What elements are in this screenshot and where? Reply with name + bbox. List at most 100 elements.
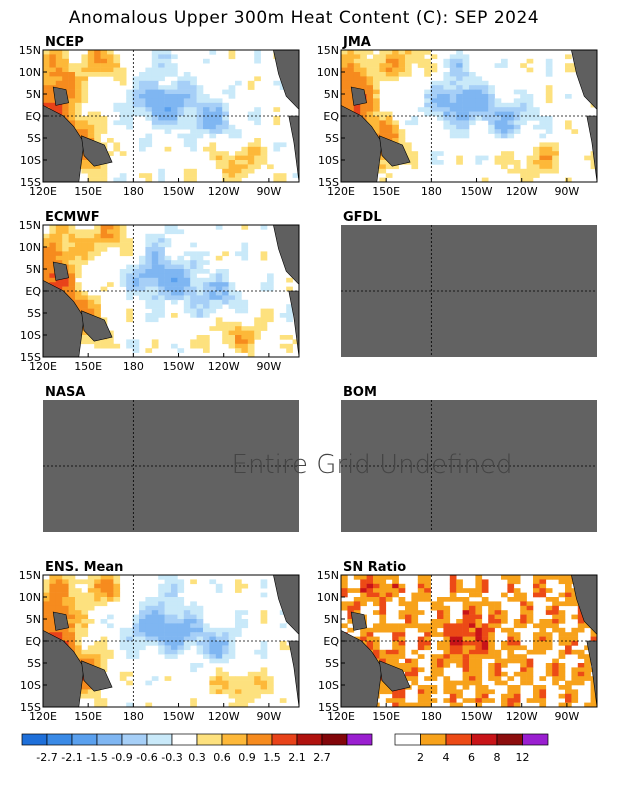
- field-cell: [552, 614, 559, 620]
- field-cell: [539, 636, 547, 642]
- field-cell: [164, 277, 172, 283]
- field-cell: [183, 120, 191, 126]
- field-cell: [437, 151, 444, 156]
- x-tick-label: 150E: [74, 710, 102, 723]
- field-cell: [366, 63, 374, 68]
- field-cell: [100, 286, 108, 292]
- field-cell: [171, 614, 178, 620]
- field-cell: [430, 63, 438, 68]
- field-cell: [119, 102, 127, 108]
- colorbar-swatch: [171, 733, 198, 746]
- field-cell: [437, 610, 444, 615]
- field-cell: [75, 63, 82, 68]
- field-cell: [475, 601, 483, 607]
- field-cell: [526, 601, 534, 607]
- field-cell: [462, 680, 470, 686]
- field-cell: [126, 645, 133, 651]
- field-cell: [565, 641, 572, 646]
- field-cell: [417, 702, 425, 708]
- field-cell: [68, 601, 76, 607]
- field-cell: [222, 676, 229, 681]
- field-cell: [513, 685, 521, 690]
- field-cell: [247, 151, 255, 156]
- field-cell: [158, 299, 165, 305]
- field-cell: [126, 636, 133, 642]
- field-cell: [126, 286, 133, 292]
- field-cell: [494, 120, 502, 126]
- field-cell: [494, 102, 502, 108]
- field-cell: [254, 58, 261, 64]
- field-cell: [151, 102, 159, 108]
- y-tick-label: 15S: [318, 176, 339, 189]
- field-cell: [462, 649, 470, 655]
- snr-colorbar-label: 4: [443, 751, 450, 764]
- field-cell: [469, 667, 476, 673]
- field-cell: [392, 67, 399, 73]
- field-cell: [449, 85, 457, 90]
- field-cell: [437, 605, 444, 611]
- field-cell: [494, 601, 502, 607]
- field-cell: [94, 693, 101, 699]
- field-cell: [417, 636, 425, 642]
- field-cell: [222, 160, 229, 165]
- field-cell: [215, 164, 223, 170]
- field-cell: [507, 636, 515, 642]
- field-cell: [430, 627, 438, 633]
- field-cell: [94, 67, 101, 73]
- field-cell: [247, 352, 255, 358]
- field-cell: [55, 255, 63, 261]
- field-cell: [462, 116, 470, 121]
- field-cell: [392, 627, 399, 633]
- field-cell: [545, 124, 553, 130]
- field-cell: [366, 116, 374, 121]
- field-cell: [100, 242, 108, 248]
- field-cell: [469, 632, 476, 637]
- field-cell: [151, 597, 159, 602]
- field-cell: [430, 94, 438, 99]
- field-cell: [151, 627, 159, 633]
- field-cell: [196, 313, 204, 318]
- field-cell: [177, 80, 185, 86]
- field-cell: [507, 102, 515, 108]
- field-cell: [100, 173, 108, 178]
- field-cell: [196, 264, 204, 270]
- field-cell: [55, 238, 63, 243]
- field-cell: [241, 676, 249, 681]
- field-cell: [68, 102, 76, 108]
- field-cell: [462, 676, 470, 681]
- y-tick-label: EQ: [25, 285, 41, 298]
- field-cell: [151, 641, 159, 646]
- field-cell: [107, 614, 114, 620]
- field-cell: [235, 632, 242, 637]
- field-cell: [209, 680, 217, 686]
- field-cell: [190, 627, 197, 633]
- field-cell: [62, 588, 69, 593]
- field-cell: [373, 98, 380, 104]
- field-cell: [68, 645, 76, 651]
- field-cell: [267, 680, 274, 686]
- field-cell: [81, 255, 89, 261]
- field-cell: [533, 636, 540, 642]
- field-cell: [62, 610, 69, 615]
- field-cell: [171, 654, 178, 659]
- field-cell: [571, 592, 579, 598]
- field-cell: [139, 641, 146, 646]
- field-cell: [145, 619, 153, 624]
- field-cell: [222, 286, 229, 292]
- field-cell: [379, 588, 387, 593]
- field-cell: [203, 649, 210, 655]
- field-cell: [475, 116, 483, 121]
- field-cell: [126, 291, 133, 296]
- field-cell: [366, 58, 374, 64]
- field-cell: [501, 129, 508, 134]
- field-cell: [126, 649, 133, 655]
- field-cell: [475, 619, 483, 624]
- field-cell: [456, 63, 463, 68]
- field-cell: [501, 58, 508, 64]
- field-cell: [571, 698, 579, 703]
- field-cell: [501, 164, 508, 170]
- field-cell: [183, 168, 191, 174]
- field-cell: [469, 649, 476, 655]
- colorbar-swatch: [21, 733, 48, 746]
- field-cell: [545, 120, 553, 126]
